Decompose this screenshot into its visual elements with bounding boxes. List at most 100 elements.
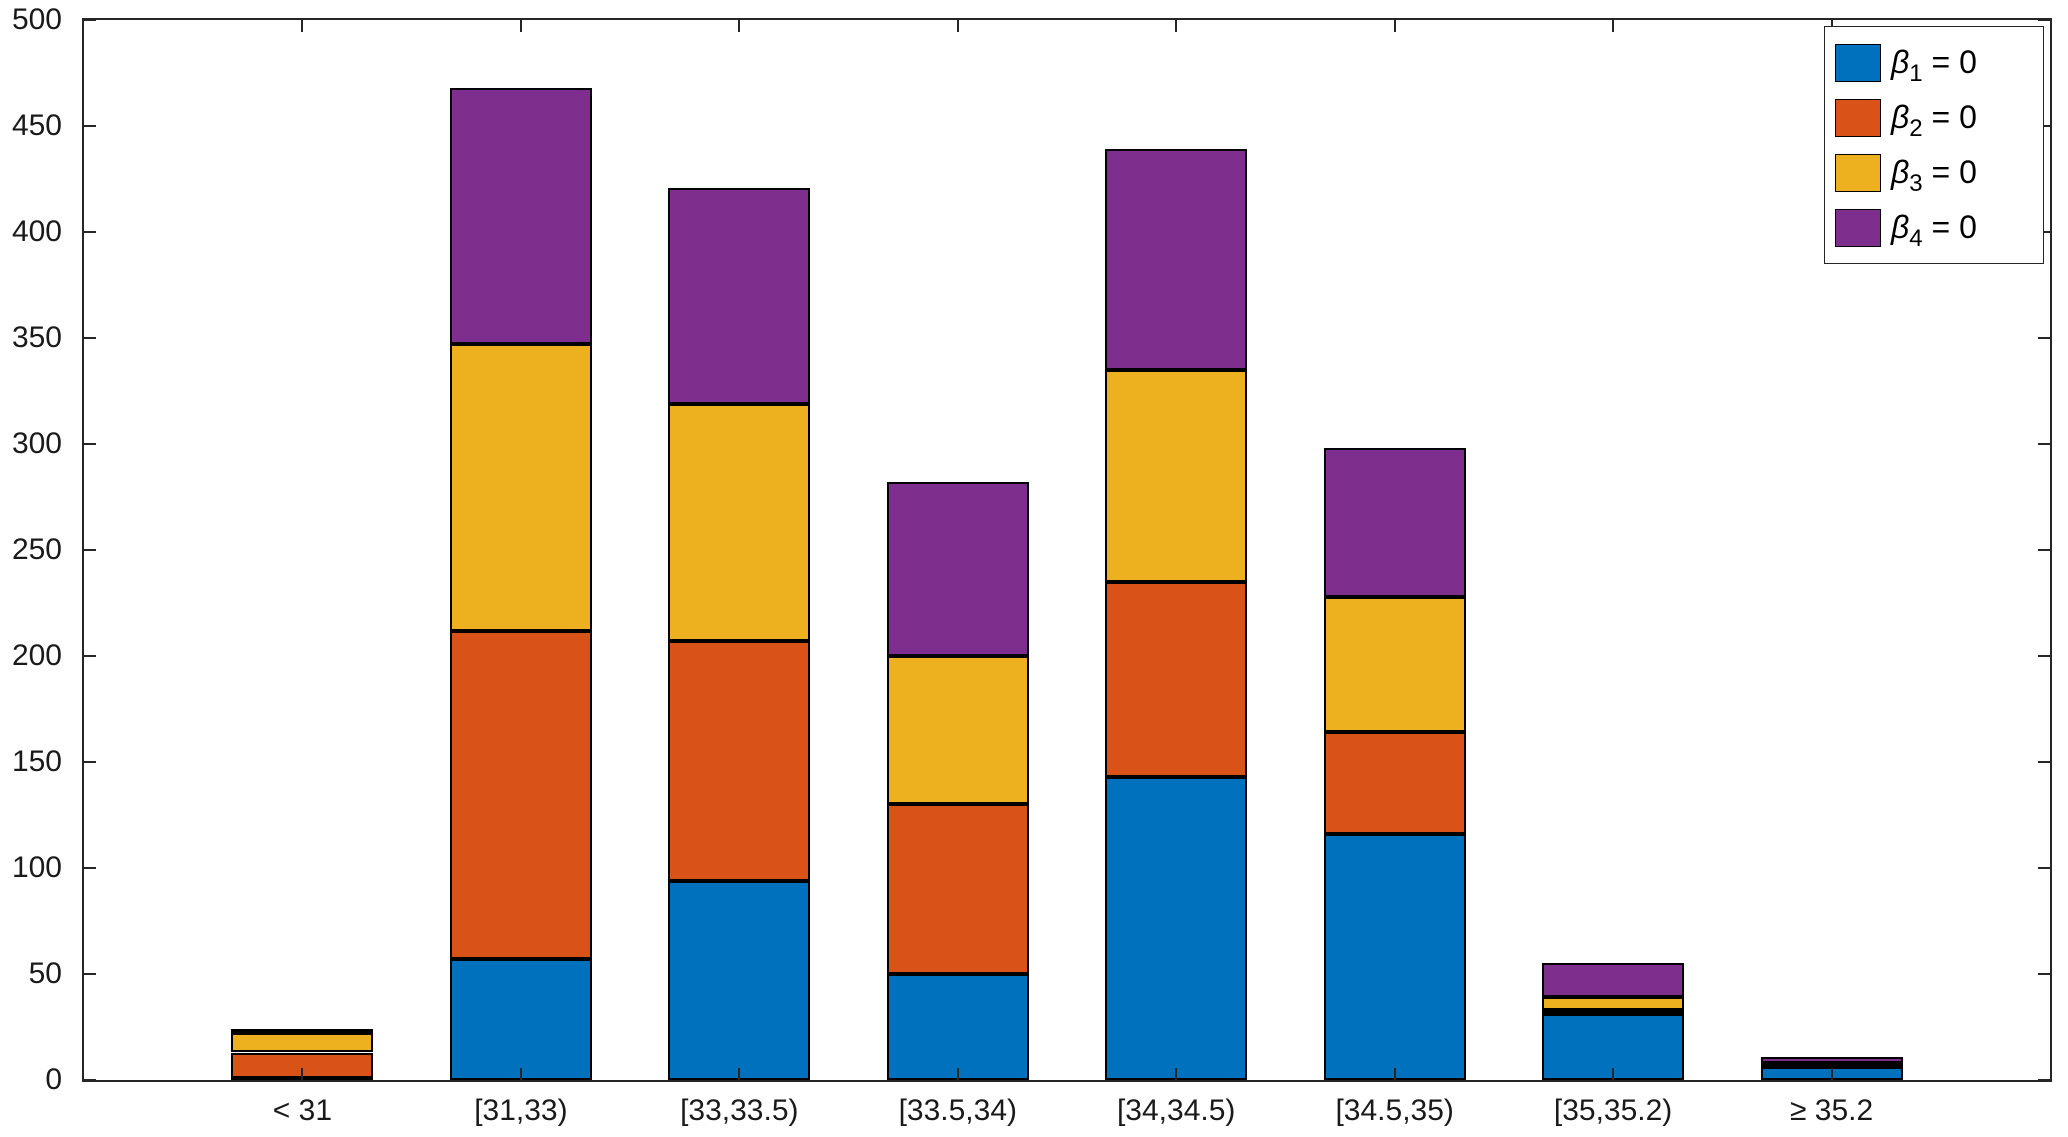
y-tick bbox=[2038, 761, 2050, 763]
y-tick-label: 450 bbox=[11, 109, 62, 142]
legend-label: β3 = 0 bbox=[1891, 154, 1977, 196]
y-tick bbox=[84, 1079, 96, 1081]
y-tick bbox=[84, 337, 96, 339]
legend-entry-4: β4 = 0 bbox=[1835, 200, 2033, 255]
bar-segment-series1-cat2 bbox=[449, 959, 592, 1080]
bar-segment-series2-cat5 bbox=[1105, 581, 1248, 777]
y-tick-label: 300 bbox=[11, 427, 62, 460]
y-tick-label: 150 bbox=[11, 745, 62, 778]
x-tick bbox=[956, 1068, 959, 1080]
legend-swatch bbox=[1835, 208, 1881, 247]
y-tick-label: 200 bbox=[11, 639, 62, 672]
legend-label-rest: = 0 bbox=[1922, 99, 1977, 135]
y-tick-label: 400 bbox=[11, 215, 62, 248]
x-tick-label: < 31 bbox=[272, 1094, 333, 1127]
y-tick-label: 100 bbox=[11, 851, 62, 884]
beta-subscript: 1 bbox=[1909, 60, 1923, 87]
y-tick bbox=[84, 549, 96, 551]
bar-segment-series4-cat5 bbox=[1105, 149, 1248, 370]
y-tick bbox=[84, 761, 96, 763]
legend-label: β4 = 0 bbox=[1891, 209, 1977, 251]
bar-segment-series1-cat3 bbox=[668, 880, 811, 1080]
legend-label-rest: = 0 bbox=[1922, 44, 1977, 80]
y-tick-label: 500 bbox=[11, 3, 62, 36]
y-tick bbox=[2038, 337, 2050, 339]
legend-label-rest: = 0 bbox=[1922, 209, 1977, 245]
bar-segment-series2-cat2 bbox=[449, 630, 592, 960]
y-tick bbox=[84, 443, 96, 445]
y-tick bbox=[2038, 19, 2050, 21]
beta-subscript: 2 bbox=[1909, 115, 1923, 142]
bar-segment-series3-cat5 bbox=[1105, 369, 1248, 582]
legend-swatch bbox=[1835, 153, 1881, 192]
y-tick bbox=[2038, 1079, 2050, 1081]
y-tick bbox=[2038, 231, 2050, 233]
x-tick bbox=[301, 1068, 304, 1080]
x-tick bbox=[519, 1068, 522, 1080]
legend-swatch bbox=[1835, 98, 1881, 137]
y-tick bbox=[2038, 867, 2050, 869]
x-tick bbox=[738, 1068, 741, 1080]
legend-entry-3: β3 = 0 bbox=[1835, 145, 2033, 200]
bar-segment-series3-cat6 bbox=[1323, 596, 1466, 733]
bar-segment-series2-cat3 bbox=[668, 641, 811, 881]
y-tick-label: 350 bbox=[11, 321, 62, 354]
x-tick bbox=[301, 20, 304, 32]
legend-label: β2 = 0 bbox=[1891, 99, 1977, 141]
bar-segment-series4-cat6 bbox=[1323, 448, 1466, 597]
bar-segment-series2-cat6 bbox=[1323, 732, 1466, 835]
bar-segment-series3-cat4 bbox=[886, 656, 1029, 805]
legend-label-rest: = 0 bbox=[1922, 154, 1977, 190]
y-tick-label: 50 bbox=[28, 957, 62, 990]
plot-area: β1 = 0 β2 = 0 β3 = 0 β4 = 0 bbox=[82, 18, 2052, 1082]
y-tick bbox=[84, 19, 96, 21]
legend-label: β1 = 0 bbox=[1891, 44, 1977, 86]
beta-subscript: 3 bbox=[1909, 170, 1923, 197]
y-tick bbox=[2038, 125, 2050, 127]
beta-symbol: β bbox=[1891, 154, 1910, 190]
bar-segment-series1-cat5 bbox=[1105, 776, 1248, 1080]
y-tick bbox=[84, 231, 96, 233]
bar-segment-series3-cat1 bbox=[231, 1033, 374, 1053]
bar-segment-series1-cat6 bbox=[1323, 834, 1466, 1080]
x-tick bbox=[1393, 20, 1396, 32]
x-tick-label: [34.5,35) bbox=[1335, 1094, 1454, 1127]
bar-segment-series1-cat4 bbox=[886, 974, 1029, 1080]
beta-symbol: β bbox=[1891, 99, 1910, 135]
x-tick bbox=[956, 20, 959, 32]
bar-segment-series4-cat2 bbox=[449, 87, 592, 345]
y-tick bbox=[2038, 443, 2050, 445]
x-tick bbox=[738, 20, 741, 32]
x-tick-label: [33,33.5) bbox=[680, 1094, 799, 1127]
x-tick bbox=[1612, 20, 1615, 32]
x-tick bbox=[1175, 1068, 1178, 1080]
y-tick-label: 0 bbox=[45, 1063, 62, 1096]
y-tick-label: 250 bbox=[11, 533, 62, 566]
legend: β1 = 0 β2 = 0 β3 = 0 β4 = 0 bbox=[1824, 26, 2044, 264]
x-tick-label: [34,34.5) bbox=[1116, 1094, 1236, 1127]
beta-symbol: β bbox=[1891, 44, 1910, 80]
bar-segment-series4-cat3 bbox=[668, 187, 811, 404]
y-tick bbox=[84, 973, 96, 975]
x-tick bbox=[1830, 1068, 1833, 1080]
bar-segment-series3-cat2 bbox=[449, 344, 592, 631]
x-tick bbox=[1393, 1068, 1396, 1080]
bar-segment-series2-cat7 bbox=[1542, 1010, 1685, 1015]
legend-entry-1: β1 = 0 bbox=[1835, 35, 2033, 90]
x-tick-label: [33.5,34) bbox=[898, 1094, 1018, 1127]
x-tick-label: [31,33) bbox=[474, 1094, 568, 1127]
x-tick-label: ≥ 35.2 bbox=[1789, 1094, 1874, 1127]
beta-subscript: 4 bbox=[1909, 225, 1923, 252]
y-tick bbox=[2038, 655, 2050, 657]
y-tick bbox=[2038, 973, 2050, 975]
beta-symbol: β bbox=[1891, 209, 1910, 245]
y-tick bbox=[2038, 549, 2050, 551]
legend-entry-2: β2 = 0 bbox=[1835, 90, 2033, 145]
x-tick bbox=[1612, 1068, 1615, 1080]
y-tick bbox=[84, 125, 96, 127]
legend-swatch bbox=[1835, 43, 1881, 82]
bar-segment-series4-cat8 bbox=[1760, 1056, 1903, 1063]
y-tick bbox=[84, 655, 96, 657]
bar-segment-series3-cat7 bbox=[1542, 997, 1685, 1010]
